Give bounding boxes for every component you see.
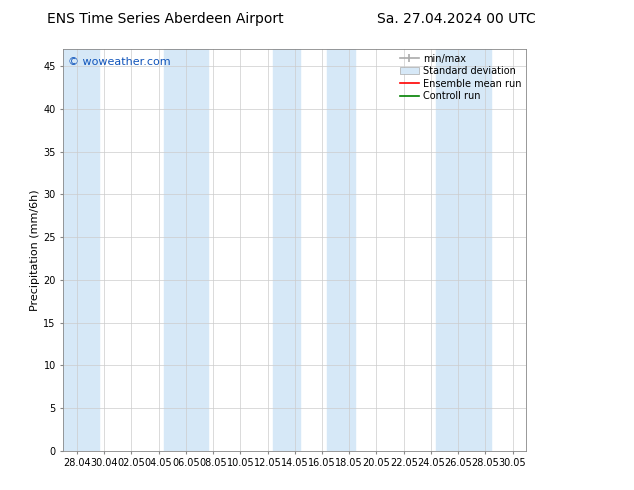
Text: Sa. 27.04.2024 00 UTC: Sa. 27.04.2024 00 UTC (377, 12, 536, 26)
Legend: min/max, Standard deviation, Ensemble mean run, Controll run: min/max, Standard deviation, Ensemble me… (399, 54, 521, 101)
Bar (273, 49, 301, 451)
Y-axis label: Precipitation (mm/6h): Precipitation (mm/6h) (30, 189, 41, 311)
Bar (164, 49, 208, 451)
Bar (328, 49, 354, 451)
Text: ENS Time Series Aberdeen Airport: ENS Time Series Aberdeen Airport (46, 12, 283, 26)
Bar (63, 49, 99, 451)
Text: © woweather.com: © woweather.com (68, 57, 171, 67)
Bar (436, 49, 491, 451)
